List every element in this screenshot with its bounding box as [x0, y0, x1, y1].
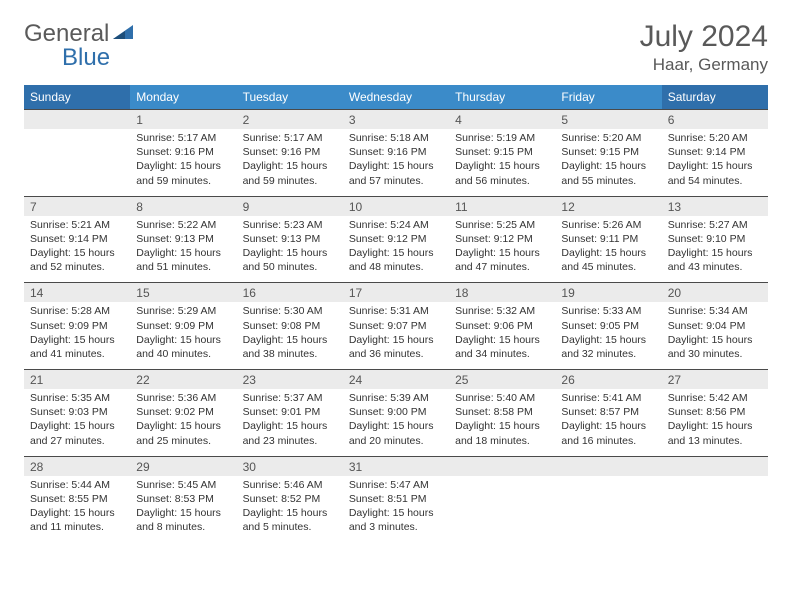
day-detail: [449, 476, 555, 543]
month-title: July 2024: [640, 20, 768, 53]
day-detail: Sunrise: 5:42 AMSunset: 8:56 PMDaylight:…: [662, 389, 768, 456]
day-detail: Sunrise: 5:19 AMSunset: 9:15 PMDaylight:…: [449, 129, 555, 196]
day-detail: Sunrise: 5:27 AMSunset: 9:10 PMDaylight:…: [662, 216, 768, 283]
day-detail: Sunrise: 5:26 AMSunset: 9:11 PMDaylight:…: [555, 216, 661, 283]
day-number: 22: [130, 370, 236, 390]
calendar-table: Sunday Monday Tuesday Wednesday Thursday…: [24, 85, 768, 542]
day-number: [24, 110, 130, 130]
daynum-row: 21 22 23 24 25 26 27: [24, 370, 768, 390]
calendar-page: General July 2024 Haar, Germany Blue Sun…: [0, 0, 792, 562]
brand-triangle-icon: [113, 23, 135, 46]
day-number: 1: [130, 110, 236, 130]
day-number: 11: [449, 196, 555, 216]
day-header-sun: Sunday: [24, 85, 130, 110]
day-number: 31: [343, 456, 449, 476]
day-detail: Sunrise: 5:29 AMSunset: 9:09 PMDaylight:…: [130, 302, 236, 369]
day-detail: Sunrise: 5:34 AMSunset: 9:04 PMDaylight:…: [662, 302, 768, 369]
day-number: 20: [662, 283, 768, 303]
day-detail: Sunrise: 5:35 AMSunset: 9:03 PMDaylight:…: [24, 389, 130, 456]
day-detail: Sunrise: 5:44 AMSunset: 8:55 PMDaylight:…: [24, 476, 130, 543]
daynum-row: 28 29 30 31: [24, 456, 768, 476]
day-number: 15: [130, 283, 236, 303]
day-detail: Sunrise: 5:33 AMSunset: 9:05 PMDaylight:…: [555, 302, 661, 369]
day-detail: Sunrise: 5:47 AMSunset: 8:51 PMDaylight:…: [343, 476, 449, 543]
day-number: 6: [662, 110, 768, 130]
detail-row: Sunrise: 5:35 AMSunset: 9:03 PMDaylight:…: [24, 389, 768, 456]
title-block: July 2024 Haar, Germany: [640, 20, 768, 75]
day-detail: [555, 476, 661, 543]
day-number: 28: [24, 456, 130, 476]
day-header-mon: Monday: [130, 85, 236, 110]
day-number: 23: [237, 370, 343, 390]
daynum-row: 1 2 3 4 5 6: [24, 110, 768, 130]
brand-part2-wrap: Blue: [62, 44, 110, 72]
day-detail: [662, 476, 768, 543]
day-detail: Sunrise: 5:31 AMSunset: 9:07 PMDaylight:…: [343, 302, 449, 369]
day-number: 13: [662, 196, 768, 216]
day-number: 3: [343, 110, 449, 130]
day-number: 7: [24, 196, 130, 216]
day-header-row: Sunday Monday Tuesday Wednesday Thursday…: [24, 85, 768, 110]
brand-part2: Blue: [62, 44, 110, 71]
day-detail: Sunrise: 5:17 AMSunset: 9:16 PMDaylight:…: [130, 129, 236, 196]
day-number: 2: [237, 110, 343, 130]
day-detail: Sunrise: 5:25 AMSunset: 9:12 PMDaylight:…: [449, 216, 555, 283]
day-number: [662, 456, 768, 476]
day-detail: Sunrise: 5:22 AMSunset: 9:13 PMDaylight:…: [130, 216, 236, 283]
day-number: [555, 456, 661, 476]
day-number: 10: [343, 196, 449, 216]
day-detail: Sunrise: 5:28 AMSunset: 9:09 PMDaylight:…: [24, 302, 130, 369]
day-number: 18: [449, 283, 555, 303]
day-number: 25: [449, 370, 555, 390]
daynum-row: 7 8 9 10 11 12 13: [24, 196, 768, 216]
detail-row: Sunrise: 5:28 AMSunset: 9:09 PMDaylight:…: [24, 302, 768, 369]
day-detail: [24, 129, 130, 196]
daynum-row: 14 15 16 17 18 19 20: [24, 283, 768, 303]
page-header: General July 2024 Haar, Germany: [24, 20, 768, 75]
day-detail: Sunrise: 5:39 AMSunset: 9:00 PMDaylight:…: [343, 389, 449, 456]
day-header-sat: Saturday: [662, 85, 768, 110]
day-header-tue: Tuesday: [237, 85, 343, 110]
day-detail: Sunrise: 5:20 AMSunset: 9:14 PMDaylight:…: [662, 129, 768, 196]
day-number: 26: [555, 370, 661, 390]
day-header-fri: Friday: [555, 85, 661, 110]
day-header-wed: Wednesday: [343, 85, 449, 110]
day-number: 17: [343, 283, 449, 303]
day-number: 9: [237, 196, 343, 216]
day-number: [449, 456, 555, 476]
day-number: 5: [555, 110, 661, 130]
day-detail: Sunrise: 5:24 AMSunset: 9:12 PMDaylight:…: [343, 216, 449, 283]
detail-row: Sunrise: 5:17 AMSunset: 9:16 PMDaylight:…: [24, 129, 768, 196]
day-number: 16: [237, 283, 343, 303]
day-detail: Sunrise: 5:32 AMSunset: 9:06 PMDaylight:…: [449, 302, 555, 369]
day-detail: Sunrise: 5:23 AMSunset: 9:13 PMDaylight:…: [237, 216, 343, 283]
location-label: Haar, Germany: [640, 55, 768, 75]
day-number: 14: [24, 283, 130, 303]
day-number: 24: [343, 370, 449, 390]
day-detail: Sunrise: 5:21 AMSunset: 9:14 PMDaylight:…: [24, 216, 130, 283]
day-detail: Sunrise: 5:41 AMSunset: 8:57 PMDaylight:…: [555, 389, 661, 456]
day-detail: Sunrise: 5:40 AMSunset: 8:58 PMDaylight:…: [449, 389, 555, 456]
day-number: 29: [130, 456, 236, 476]
day-number: 8: [130, 196, 236, 216]
day-number: 27: [662, 370, 768, 390]
detail-row: Sunrise: 5:44 AMSunset: 8:55 PMDaylight:…: [24, 476, 768, 543]
day-number: 12: [555, 196, 661, 216]
day-detail: Sunrise: 5:36 AMSunset: 9:02 PMDaylight:…: [130, 389, 236, 456]
day-detail: Sunrise: 5:45 AMSunset: 8:53 PMDaylight:…: [130, 476, 236, 543]
day-detail: Sunrise: 5:18 AMSunset: 9:16 PMDaylight:…: [343, 129, 449, 196]
calendar-body: 1 2 3 4 5 6 Sunrise: 5:17 AMSunset: 9:16…: [24, 110, 768, 543]
day-detail: Sunrise: 5:20 AMSunset: 9:15 PMDaylight:…: [555, 129, 661, 196]
day-header-thu: Thursday: [449, 85, 555, 110]
day-number: 21: [24, 370, 130, 390]
detail-row: Sunrise: 5:21 AMSunset: 9:14 PMDaylight:…: [24, 216, 768, 283]
day-number: 4: [449, 110, 555, 130]
day-detail: Sunrise: 5:30 AMSunset: 9:08 PMDaylight:…: [237, 302, 343, 369]
day-number: 19: [555, 283, 661, 303]
day-number: 30: [237, 456, 343, 476]
day-detail: Sunrise: 5:46 AMSunset: 8:52 PMDaylight:…: [237, 476, 343, 543]
day-detail: Sunrise: 5:37 AMSunset: 9:01 PMDaylight:…: [237, 389, 343, 456]
day-detail: Sunrise: 5:17 AMSunset: 9:16 PMDaylight:…: [237, 129, 343, 196]
